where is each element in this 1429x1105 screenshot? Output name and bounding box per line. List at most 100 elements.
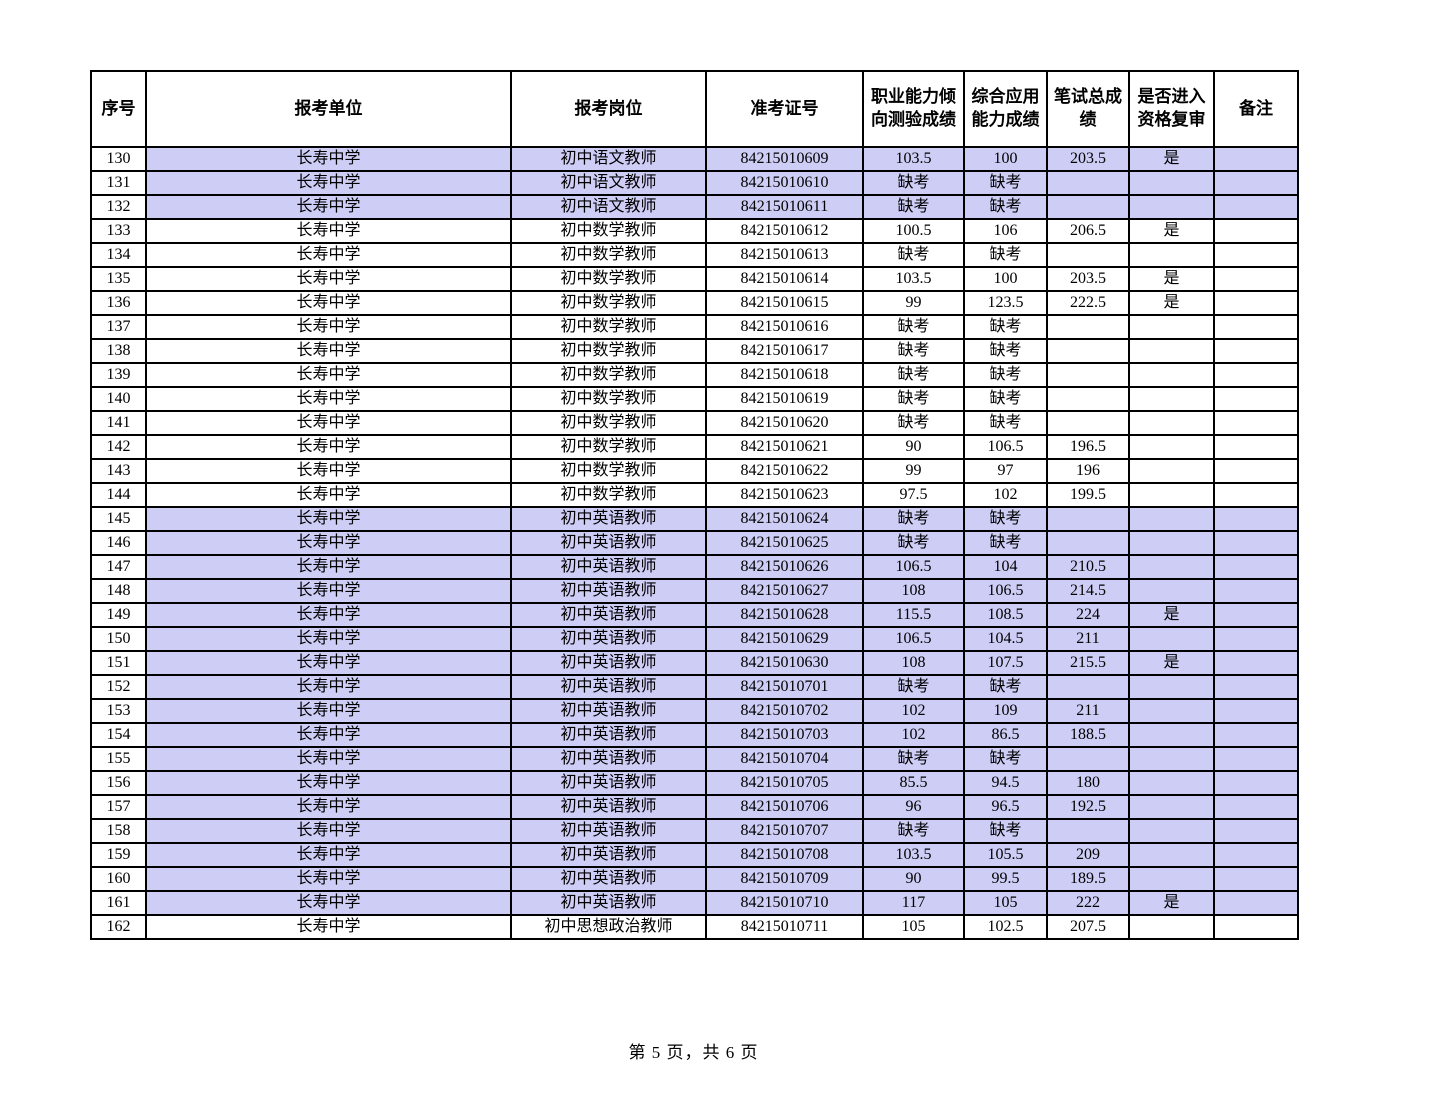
- table-cell: [1213, 314, 1299, 340]
- table-cell: 115.5: [862, 602, 965, 628]
- table-cell: 缺考: [963, 410, 1048, 436]
- table-cell: 94.5: [963, 770, 1048, 796]
- table-cell: [1213, 170, 1299, 196]
- table-cell: 102: [963, 482, 1048, 508]
- table-cell: 缺考: [862, 242, 965, 268]
- table-cell: 137: [90, 314, 147, 340]
- table-cell: [1213, 194, 1299, 220]
- table-cell: 初中英语教师: [510, 674, 707, 700]
- table-cell: 146: [90, 530, 147, 556]
- table-cell: 84215010707: [705, 818, 864, 844]
- table-cell: 96: [862, 794, 965, 820]
- table-cell: 长寿中学: [145, 170, 512, 196]
- table-cell: [1128, 530, 1215, 556]
- table-cell: 106.5: [862, 554, 965, 580]
- table-cell: 长寿中学: [145, 242, 512, 268]
- table-cell: 211: [1046, 626, 1130, 652]
- table-cell: 144: [90, 482, 147, 508]
- table-cell: 长寿中学: [145, 722, 512, 748]
- table-cell: 长寿中学: [145, 842, 512, 868]
- table-cell: 84215010611: [705, 194, 864, 220]
- table-cell: 是: [1128, 602, 1215, 628]
- table-cell: 99: [862, 290, 965, 316]
- table-cell: 长寿中学: [145, 146, 512, 172]
- table-cell: 84215010621: [705, 434, 864, 460]
- table-cell: 203.5: [1046, 266, 1130, 292]
- table-row: 135 长寿中学 初中数学教师 84215010614 103.5 100 203.5 是: [90, 266, 1299, 292]
- table-cell: 初中英语教师: [510, 890, 707, 916]
- table-cell: 159: [90, 842, 147, 868]
- table-row: 153 长寿中学 初中英语教师 84215010702 102 109 211: [90, 698, 1299, 724]
- table-cell: 97: [963, 458, 1048, 484]
- column-header: 报考岗位: [510, 70, 707, 148]
- table-cell: 缺考: [963, 818, 1048, 844]
- table-cell: 长寿中学: [145, 194, 512, 220]
- table-cell: [1128, 818, 1215, 844]
- table-cell: 初中数学教师: [510, 242, 707, 268]
- table-cell: 长寿中学: [145, 602, 512, 628]
- column-header: 笔试总成绩: [1046, 70, 1130, 148]
- table-cell: [1213, 410, 1299, 436]
- column-header: 备注: [1213, 70, 1299, 148]
- table-cell: [1128, 722, 1215, 748]
- table-cell: 154: [90, 722, 147, 748]
- table-cell: 84215010620: [705, 410, 864, 436]
- table-cell: [1213, 842, 1299, 868]
- table-cell: [1128, 362, 1215, 388]
- table-cell: [1213, 530, 1299, 556]
- table-cell: 初中英语教师: [510, 842, 707, 868]
- table-row: 156 长寿中学 初中英语教师 84215010705 85.5 94.5 180: [90, 770, 1299, 796]
- table-cell: 199.5: [1046, 482, 1130, 508]
- table-cell: [1213, 386, 1299, 412]
- table-cell: [1128, 170, 1215, 196]
- table-cell: 初中英语教师: [510, 626, 707, 652]
- table-cell: 103.5: [862, 842, 965, 868]
- table-cell: 84215010625: [705, 530, 864, 556]
- table-cell: 99.5: [963, 866, 1048, 892]
- table-cell: 188.5: [1046, 722, 1130, 748]
- table-cell: 长寿中学: [145, 554, 512, 580]
- table-row: 161 长寿中学 初中英语教师 84215010710 117 105 222 是: [90, 890, 1299, 916]
- table-cell: [1128, 770, 1215, 796]
- table-cell: 84215010711: [705, 914, 864, 940]
- table-cell: [1213, 722, 1299, 748]
- table-cell: 84215010623: [705, 482, 864, 508]
- table-cell: 210.5: [1046, 554, 1130, 580]
- table-cell: 初中英语教师: [510, 818, 707, 844]
- table-cell: 135: [90, 266, 147, 292]
- table-cell: [1213, 602, 1299, 628]
- table-cell: 136: [90, 290, 147, 316]
- table-cell: [1046, 362, 1130, 388]
- table-row: 134 长寿中学 初中数学教师 84215010613 缺考 缺考: [90, 242, 1299, 268]
- table-row: 146 长寿中学 初中英语教师 84215010625 缺考 缺考: [90, 530, 1299, 556]
- table-cell: [1213, 818, 1299, 844]
- table-cell: 90: [862, 434, 965, 460]
- table-cell: 180: [1046, 770, 1130, 796]
- table-cell: 84215010702: [705, 698, 864, 724]
- table-row: 147 长寿中学 初中英语教师 84215010626 106.5 104 210.5: [90, 554, 1299, 580]
- table-cell: [1128, 506, 1215, 532]
- table-cell: 缺考: [963, 242, 1048, 268]
- table-cell: [1128, 554, 1215, 580]
- table-cell: 149: [90, 602, 147, 628]
- table-cell: 148: [90, 578, 147, 604]
- table-cell: 初中英语教师: [510, 746, 707, 772]
- table-cell: 是: [1128, 218, 1215, 244]
- column-header: 职业能力倾向测验成绩: [862, 70, 965, 148]
- table-cell: 长寿中学: [145, 650, 512, 676]
- table-cell: [1128, 674, 1215, 700]
- table-cell: 105.5: [963, 842, 1048, 868]
- table-cell: 是: [1128, 146, 1215, 172]
- table-cell: [1213, 578, 1299, 604]
- table-cell: 84215010612: [705, 218, 864, 244]
- table-cell: [1046, 242, 1130, 268]
- table-cell: 84215010710: [705, 890, 864, 916]
- table-cell: 215.5: [1046, 650, 1130, 676]
- table-cell: 196.5: [1046, 434, 1130, 460]
- table-cell: 缺考: [963, 194, 1048, 220]
- table-cell: 106.5: [963, 578, 1048, 604]
- table-cell: 203.5: [1046, 146, 1130, 172]
- table-row: 140 长寿中学 初中数学教师 84215010619 缺考 缺考: [90, 386, 1299, 412]
- table-cell: 84215010616: [705, 314, 864, 340]
- table-row: 160 长寿中学 初中英语教师 84215010709 90 99.5 189.5: [90, 866, 1299, 892]
